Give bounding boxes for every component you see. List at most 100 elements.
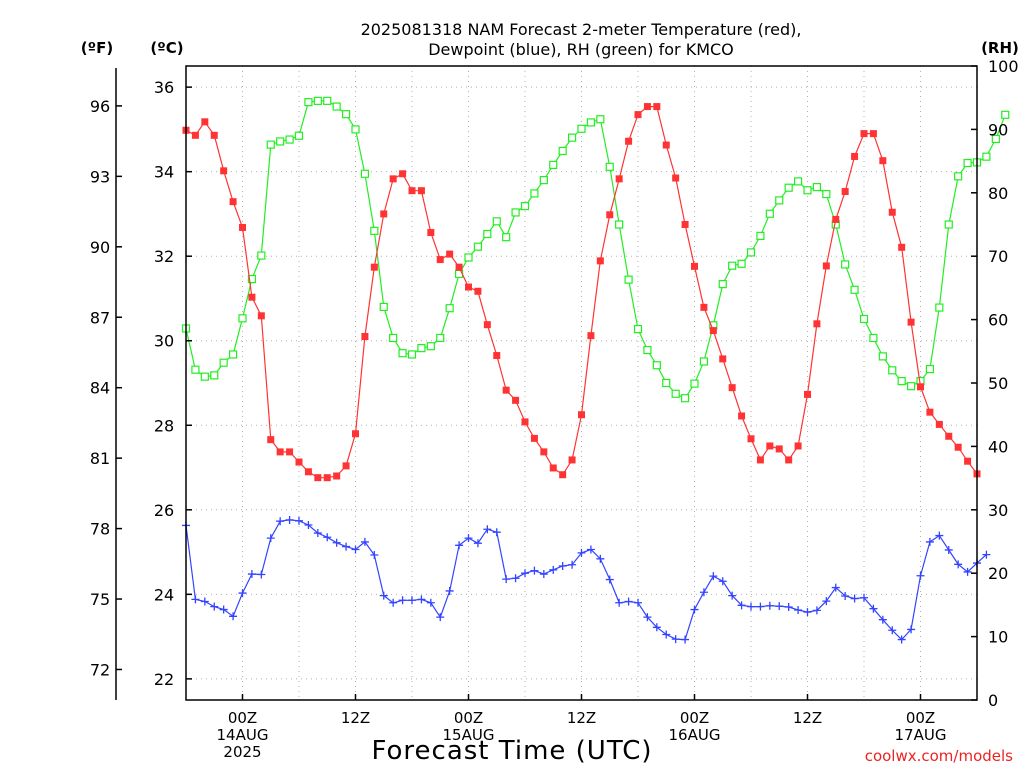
dewpoint-point (313, 529, 322, 538)
temperature-point (502, 386, 510, 394)
dewpoint-point (398, 596, 407, 605)
dewpoint-point (860, 593, 868, 602)
rh-series (181, 96, 1010, 403)
rh-point (436, 333, 445, 343)
dewpoint-point (756, 602, 765, 611)
rh-point (784, 183, 793, 192)
rh-point (238, 314, 247, 323)
x-tick-label: 00Z (228, 709, 257, 727)
temperature-point (822, 262, 830, 270)
temperature-point (540, 448, 548, 456)
x-tick-label: 00Z (454, 709, 483, 727)
temperature-point (709, 327, 717, 335)
temperature-point (229, 198, 237, 206)
temperature-point (643, 103, 651, 111)
rh-point (360, 169, 370, 178)
dewpoint-point (737, 601, 746, 610)
rh-point (680, 394, 690, 403)
temperature-point (370, 263, 378, 271)
temperature-point (493, 352, 501, 360)
temperature-point (276, 448, 284, 456)
rh-point (897, 376, 906, 386)
rh-point (718, 279, 727, 289)
rh-point (445, 304, 454, 313)
temperature-point (436, 256, 444, 264)
rh-unit-label: (RH) (981, 39, 1019, 57)
dewpoint-point (521, 569, 529, 578)
temperature-point (191, 131, 199, 139)
fahrenheit-tick-label: 72 (90, 660, 110, 679)
celsius-tick-label: 28 (154, 416, 174, 435)
temperature-point (775, 445, 783, 453)
x-tick-label: 12Z (341, 709, 370, 727)
dewpoint-point (408, 596, 416, 605)
dewpoint-point (794, 605, 803, 614)
temperature-point (907, 318, 915, 326)
dewpoint-point (285, 515, 294, 524)
fahrenheit-tick-label: 78 (90, 520, 110, 539)
rh-point (228, 350, 238, 359)
rh-point (313, 96, 322, 105)
dewpoint-point (907, 625, 916, 634)
dewpoint-point (718, 577, 727, 586)
dewpoint-point (681, 635, 690, 644)
temperature-point (286, 448, 294, 456)
temperature-point (756, 456, 764, 464)
temperature-point (606, 211, 614, 219)
rh-point (982, 152, 991, 161)
rh-point (464, 253, 473, 262)
dewpoint-point (577, 548, 586, 557)
dewpoint-point (445, 586, 454, 595)
dewpoint-point (775, 602, 784, 611)
temperature-point (728, 384, 736, 392)
temperature-point (323, 474, 331, 482)
rh-point (304, 98, 313, 107)
rh-point (793, 177, 803, 186)
dewpoint-point (502, 575, 511, 584)
temperature-point (945, 432, 953, 440)
rh-point (737, 259, 746, 268)
dewpoint-point (229, 612, 238, 621)
rh-point (426, 342, 435, 351)
dewpoint-point (916, 571, 925, 580)
x-axis-title: Forecast Time (UTC) (371, 736, 652, 766)
dewpoint-point (511, 574, 520, 583)
temperature-point (954, 443, 962, 451)
dewpoint-point (897, 635, 906, 644)
dewpoint-point (276, 517, 285, 526)
dewpoint-point (963, 567, 972, 576)
rh-point (633, 325, 643, 334)
rh-point (728, 261, 737, 270)
dewpoint-point (238, 589, 247, 598)
dewpoint-point (831, 583, 840, 592)
rh-point (567, 133, 577, 142)
rh-point (699, 357, 709, 366)
rh-point (341, 110, 351, 119)
rh-point (219, 358, 228, 367)
rh-point (822, 189, 831, 199)
temperature-point (766, 442, 774, 450)
dewpoint-point (925, 537, 934, 546)
x-tick-label: 2025 (223, 743, 261, 761)
dewpoint-point (596, 554, 605, 563)
temperature-point (719, 355, 727, 363)
rh-point (944, 220, 953, 229)
rh-point (596, 115, 605, 124)
grid-lines (186, 66, 977, 700)
dewpoint-point (878, 615, 887, 624)
temperature-point (691, 262, 698, 270)
rh-point (539, 176, 548, 185)
rh-point (210, 371, 219, 380)
temperature-point (898, 243, 906, 251)
temperature-point (295, 458, 303, 466)
temperature-point (333, 472, 341, 480)
dewpoint-point (304, 521, 313, 530)
rh-tick-label: 20 (988, 564, 1008, 583)
dewpoint-point (473, 539, 482, 548)
rh-point (473, 242, 483, 251)
temperature-point (747, 435, 755, 443)
temperature-point (794, 442, 802, 450)
dewpoint-point (615, 598, 624, 607)
dewpoint-point (568, 560, 577, 569)
rh-point (925, 364, 935, 374)
